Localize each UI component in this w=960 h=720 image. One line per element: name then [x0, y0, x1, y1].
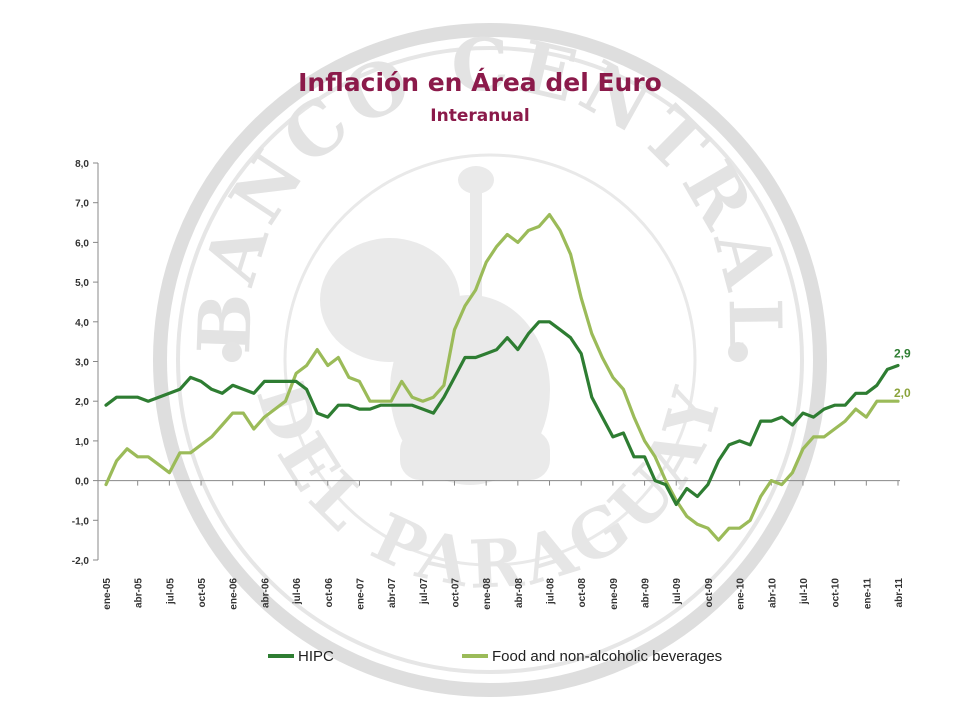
end-label-hipc: 2,9 [894, 346, 911, 360]
y-tick-label: 6,0 [75, 238, 89, 249]
x-tick-label: abr-06 [260, 578, 271, 608]
x-tick-label: oct-10 [831, 578, 842, 608]
series-line-hipc [104, 320, 900, 506]
y-tick-label: 1,0 [75, 437, 89, 448]
chart-subtitle: Interanual [430, 106, 530, 126]
x-tick-label: abr-05 [134, 578, 145, 608]
x-tick-label: oct-06 [324, 578, 335, 608]
x-tick-label: abr-11 [894, 578, 905, 608]
x-tick-label: oct-05 [197, 578, 208, 608]
x-tick-label: oct-08 [577, 578, 588, 608]
legend-swatch-hipc [268, 654, 294, 658]
x-tick-label: jul-10 [799, 578, 810, 606]
end-label-food: 2,0 [894, 386, 911, 400]
series-line-food [104, 213, 900, 542]
x-tick-label: ene-09 [609, 578, 620, 610]
x-tick-label: ene-06 [229, 578, 240, 610]
x-tick-label: jul-07 [419, 578, 430, 606]
x-tick-label: ene-10 [736, 578, 747, 610]
x-tick-label: oct-07 [450, 578, 461, 608]
y-tick-label: 5,0 [75, 278, 89, 289]
y-tick-label: 4,0 [75, 318, 89, 329]
y-tick-label: -2,0 [72, 556, 90, 567]
x-tick-label: jul-05 [165, 578, 176, 606]
legend-item-hipc: HIPC [268, 646, 334, 666]
x-tick-label: ene-07 [355, 578, 366, 610]
x-tick-label: abr-07 [387, 578, 398, 608]
legend-label-food: Food and non-alcoholic beverages [492, 647, 723, 665]
y-tick-label: 2,0 [75, 397, 89, 408]
legend-label-hipc: HIPC [298, 647, 334, 665]
x-tick-label: oct-09 [704, 578, 715, 608]
x-tick-label: jul-08 [546, 578, 557, 606]
legend-item-food: Food and non-alcoholic beverages [462, 646, 722, 666]
y-tick-label: 3,0 [75, 358, 89, 369]
x-tick-label: ene-11 [862, 578, 873, 610]
legend-swatch-food [462, 654, 488, 658]
x-tick-label: ene-05 [102, 578, 113, 610]
x-tick-label: jul-06 [292, 578, 303, 606]
x-tick-label: abr-09 [641, 578, 652, 608]
y-tick-label: 8,0 [75, 159, 89, 170]
x-tick-label: ene-08 [482, 578, 493, 610]
x-tick-label: jul-09 [672, 578, 683, 606]
chart-title: Inflación en Área del Euro [298, 68, 662, 97]
x-tick-label: abr-08 [514, 578, 525, 608]
y-tick-label: 0,0 [75, 477, 89, 488]
x-tick-label: abr-10 [767, 578, 778, 608]
y-tick-label: 7,0 [75, 199, 89, 210]
y-tick-label: -1,0 [72, 516, 90, 527]
